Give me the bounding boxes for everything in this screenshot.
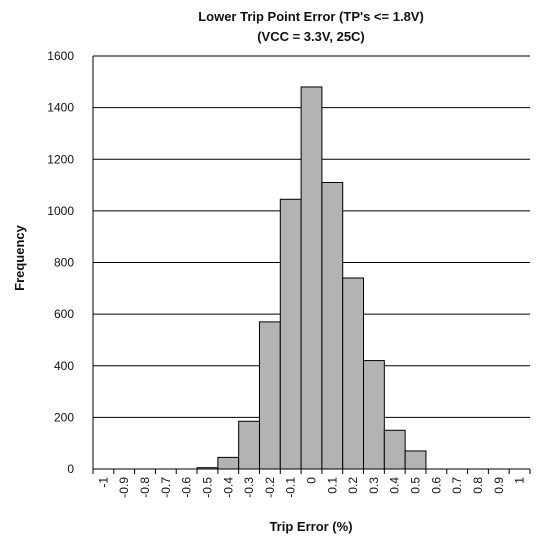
chart-subtitle: (VCC = 3.3V, 25C)	[257, 29, 365, 44]
bar-0.5	[404, 450, 427, 470]
y-tick-label: 800	[54, 256, 74, 270]
bar-0.3	[363, 360, 385, 470]
x-tick-label: -0.9	[117, 477, 131, 498]
x-tick-label: 0.4	[388, 477, 402, 494]
x-tick-label: 0.7	[450, 477, 464, 494]
x-tick-label: -0.2	[263, 477, 277, 498]
y-tick-label: 600	[54, 307, 74, 321]
x-tick-label: 0	[305, 477, 319, 484]
y-tick-label: 1000	[47, 204, 74, 218]
bar-0	[300, 86, 323, 470]
bar-0.4	[383, 429, 406, 470]
x-tick-label: -0.4	[221, 477, 235, 498]
x-tick-label: -0.5	[200, 477, 214, 498]
x-tick-label: 0.2	[346, 477, 360, 494]
x-tick-label: -0.6	[180, 477, 194, 498]
x-tick-label: 1	[513, 477, 527, 484]
bar--0.1	[279, 198, 302, 470]
bar-0.2	[342, 277, 365, 470]
axes	[92, 56, 531, 474]
bars	[196, 86, 427, 470]
bar--0.2	[258, 321, 281, 470]
y-tick-labels: 0 200 400 600 800 1000 1200 1400 1600	[47, 49, 74, 476]
x-tick-label: -1	[96, 477, 110, 488]
y-tick-label: 200	[54, 410, 74, 424]
y-tick-label: 1400	[47, 101, 74, 115]
x-tick-label: -0.7	[159, 477, 173, 498]
x-axis-label: Trip Error (%)	[269, 519, 352, 534]
y-tick-label: 0	[67, 462, 74, 476]
x-tick-label: 0.8	[471, 477, 485, 494]
x-tick-label: 0.3	[367, 477, 381, 494]
x-tick-labels: -1 -0.9 -0.8 -0.7 -0.6 -0.5 -0.4 -0.3 -0.2 -0.1 0 0…	[96, 477, 526, 498]
x-tick-label: 0.9	[492, 477, 506, 494]
x-tick-label: 0.1	[325, 477, 339, 494]
y-axis-label: Frequency	[12, 224, 27, 291]
x-tick-label: 0.6	[429, 477, 443, 494]
bar--0.3	[238, 420, 260, 470]
y-tick-label: 1200	[47, 152, 74, 166]
bar--0.4	[217, 456, 240, 470]
y-tick-label: 400	[54, 359, 74, 373]
x-tick-label: -0.3	[242, 477, 256, 498]
x-tick-label: 0.5	[409, 477, 423, 494]
bar-0.1	[321, 181, 344, 470]
x-tick-label: -0.1	[284, 477, 298, 498]
y-tick-label: 1600	[47, 49, 74, 63]
x-tick-label: -0.8	[138, 477, 152, 498]
chart-title: Lower Trip Point Error (TP's <= 1.8V)	[198, 9, 424, 24]
